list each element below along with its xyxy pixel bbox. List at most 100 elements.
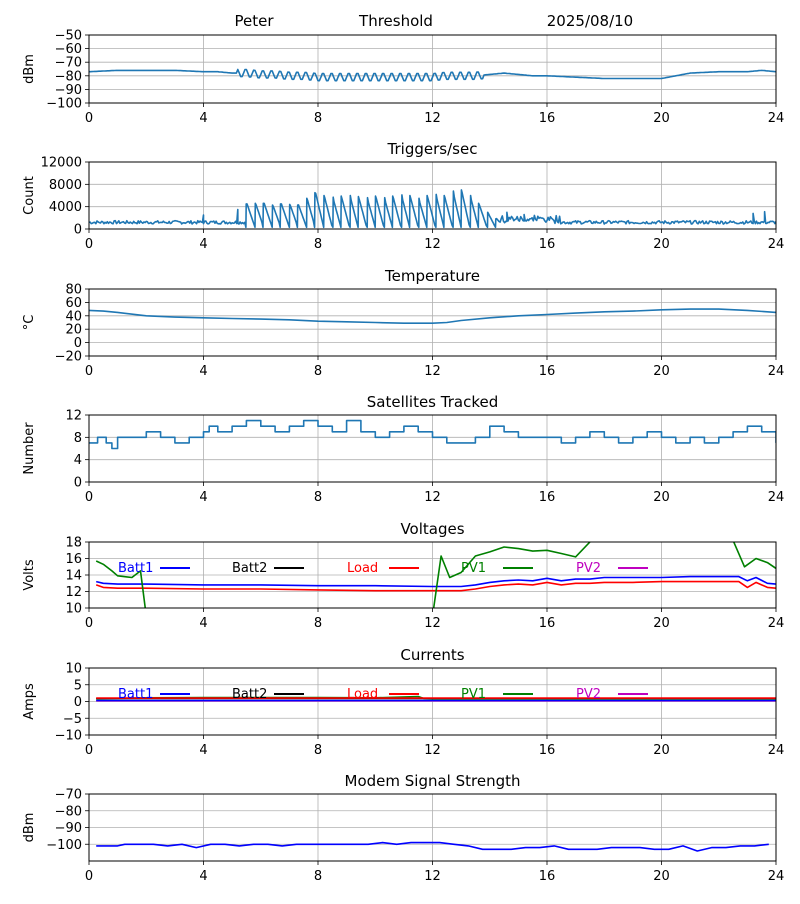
x-tick-label: 0 (85, 364, 93, 379)
x-tick-label: 24 (768, 869, 785, 884)
y-axis-label: Volts (22, 559, 37, 591)
plot-area (95, 542, 776, 608)
y-tick-label: −20 (55, 350, 82, 365)
y-tick-label: 12 (65, 585, 82, 600)
chart-title: Satellites Tracked (367, 393, 498, 411)
y-tick-label: −70 (55, 788, 82, 803)
x-tick-label: 4 (199, 490, 207, 505)
legend-label-pv2: PV2 (576, 561, 601, 576)
y-tick-label: 0 (74, 476, 82, 491)
y-axis-label: dBm (22, 813, 37, 843)
y-tick-label: −50 (55, 29, 82, 44)
y-tick-label: 20 (65, 323, 82, 338)
y-tick-label: 8000 (49, 178, 82, 193)
y-tick-label: 4000 (49, 200, 82, 215)
x-tick-label: 16 (539, 237, 556, 252)
x-tick-label: 16 (539, 616, 556, 631)
axes-frame (88, 793, 777, 862)
x-tick-label: 8 (314, 743, 322, 758)
x-tick-label: 20 (653, 869, 670, 884)
x-tick-label: 16 (539, 364, 556, 379)
series-line-pv1-segment (95, 560, 147, 608)
y-tick-label: 0 (74, 695, 82, 710)
legend-label-batt2: Batt2 (232, 561, 267, 576)
x-tick-label: 16 (539, 869, 556, 884)
series-line (89, 68, 776, 82)
y-tick-label: −90 (55, 83, 82, 98)
y-tick-label: −5 (63, 712, 82, 727)
x-tick-label: 8 (314, 490, 322, 505)
x-tick-label: 4 (199, 616, 207, 631)
chart-modem: 0 4 8 12 16 20 24 −70−80 −90 −100 Modem Signal Str… (22, 772, 784, 884)
axes-frame (88, 541, 777, 609)
y-tick-label: 40 (65, 309, 82, 324)
y-tick-label: 80 (65, 283, 82, 298)
x-tick-label: 0 (85, 743, 93, 758)
x-tick-label: 16 (539, 743, 556, 758)
plot-area (89, 189, 776, 229)
axes-frame (88, 288, 777, 357)
y-axis-label: dBm (22, 54, 37, 84)
x-tick-label: 12 (424, 743, 441, 758)
series-line-batt1 (96, 575, 776, 588)
y-tick-label: 16 (65, 552, 82, 567)
x-tick-label: 0 (85, 111, 93, 126)
chart-title: Modem Signal Strength (345, 772, 521, 790)
axes-frame (88, 161, 777, 230)
x-tick-label: 4 (199, 364, 207, 379)
x-tick-label: 20 (653, 616, 670, 631)
y-tick-label: −100 (46, 97, 82, 112)
plot-area (89, 68, 776, 82)
x-tick-label: 8 (314, 364, 322, 379)
y-tick-label: 10 (65, 602, 82, 617)
chart-title: Currents (400, 646, 464, 664)
y-axis-label: Amps (22, 683, 37, 720)
series-line (89, 189, 776, 229)
x-tick-label: 20 (653, 237, 670, 252)
plot-area (96, 841, 769, 852)
header-date: 2025/08/10 (547, 12, 633, 30)
series-line-load (95, 580, 776, 592)
x-tick-label: 8 (314, 111, 322, 126)
series-line (89, 419, 776, 450)
y-axis-label: °C (22, 315, 37, 331)
x-tick-label: 16 (539, 111, 556, 126)
axes-frame (88, 34, 777, 104)
x-tick-label: 12 (424, 869, 441, 884)
x-tick-label: 12 (424, 490, 441, 505)
y-tick-label: 10 (65, 662, 82, 677)
x-tick-label: 8 (314, 616, 322, 631)
y-tick-label: 12000 (41, 156, 82, 171)
legend-label-pv1: PV1 (461, 561, 486, 576)
x-tick-label: 24 (768, 237, 785, 252)
x-tick-label: 24 (768, 616, 785, 631)
series-line-pv1-segment (732, 542, 776, 570)
chart-title: Triggers/sec (387, 140, 478, 158)
x-tick-label: 4 (199, 743, 207, 758)
x-tick-label: 8 (314, 869, 322, 884)
axes-frame (88, 414, 777, 483)
x-tick-label: 12 (424, 111, 441, 126)
y-axis-label: Count (22, 176, 37, 215)
y-tick-label: 60 (65, 296, 82, 311)
header-mode: Threshold (358, 12, 433, 30)
y-tick-label: 14 (65, 569, 82, 584)
series-line (96, 841, 769, 852)
x-tick-label: 12 (424, 237, 441, 252)
y-tick-label: −60 (55, 42, 82, 57)
chart-satellites: 0 4 8 12 16 20 24 0 4 8 12 Satellites Tracked Number (22, 393, 784, 505)
x-tick-label: 0 (85, 869, 93, 884)
y-tick-label: −10 (55, 729, 82, 744)
x-tick-label: 0 (85, 616, 93, 631)
x-tick-label: 24 (768, 490, 785, 505)
y-tick-label: 5 (74, 678, 82, 693)
plot-area (96, 695, 776, 702)
header-station: Peter (234, 12, 274, 30)
y-tick-label: −90 (55, 821, 82, 836)
x-tick-label: 0 (85, 490, 93, 505)
legend-label-batt2: Batt2 (232, 687, 267, 702)
